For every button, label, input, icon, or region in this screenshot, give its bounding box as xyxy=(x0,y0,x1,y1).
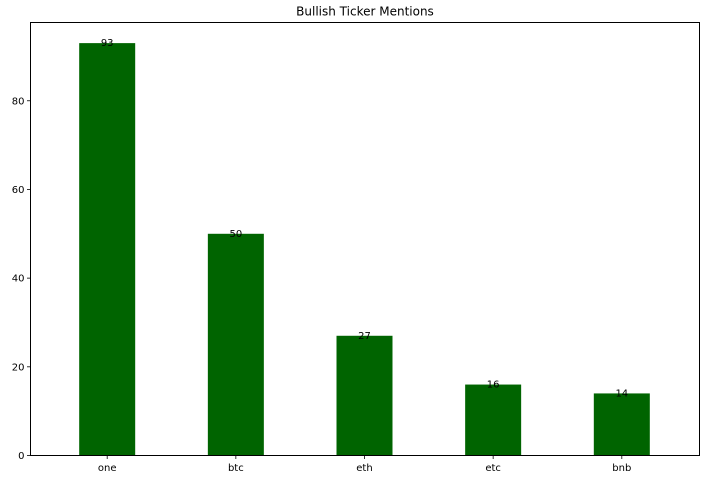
bar-btc xyxy=(207,233,264,456)
y-tick-label-0: 0 xyxy=(18,451,24,462)
data-label-eth: 27 xyxy=(358,331,371,342)
plot-frame xyxy=(30,22,700,456)
bar-bnb xyxy=(593,393,650,456)
x-axis: one btc eth etc bnb xyxy=(98,455,631,474)
data-label-bnb: 14 xyxy=(615,388,628,399)
x-tick-label-bnb: bnb xyxy=(612,463,631,474)
x-tick-label-one: one xyxy=(98,463,117,474)
chart-title: Bullish Ticker Mentions xyxy=(296,5,434,19)
y-tick-label-40: 40 xyxy=(12,274,25,285)
data-label-etc: 16 xyxy=(487,380,500,391)
x-tick-label-eth: eth xyxy=(356,463,372,474)
data-label-one: 93 xyxy=(101,38,114,49)
data-labels-layer: 93 50 27 16 14 xyxy=(101,38,628,399)
bar-eth xyxy=(336,335,393,456)
y-axis: 0 20 40 60 80 xyxy=(12,96,31,462)
bar-etc xyxy=(465,384,522,456)
y-tick-label-60: 60 xyxy=(12,185,25,196)
x-tick-label-etc: etc xyxy=(485,463,501,474)
data-label-btc: 50 xyxy=(229,229,242,240)
bar-one xyxy=(79,43,136,456)
y-tick-label-80: 80 xyxy=(12,96,25,107)
bars-layer xyxy=(79,43,650,456)
x-tick-label-btc: btc xyxy=(228,463,244,474)
y-tick-label-20: 20 xyxy=(12,362,25,373)
